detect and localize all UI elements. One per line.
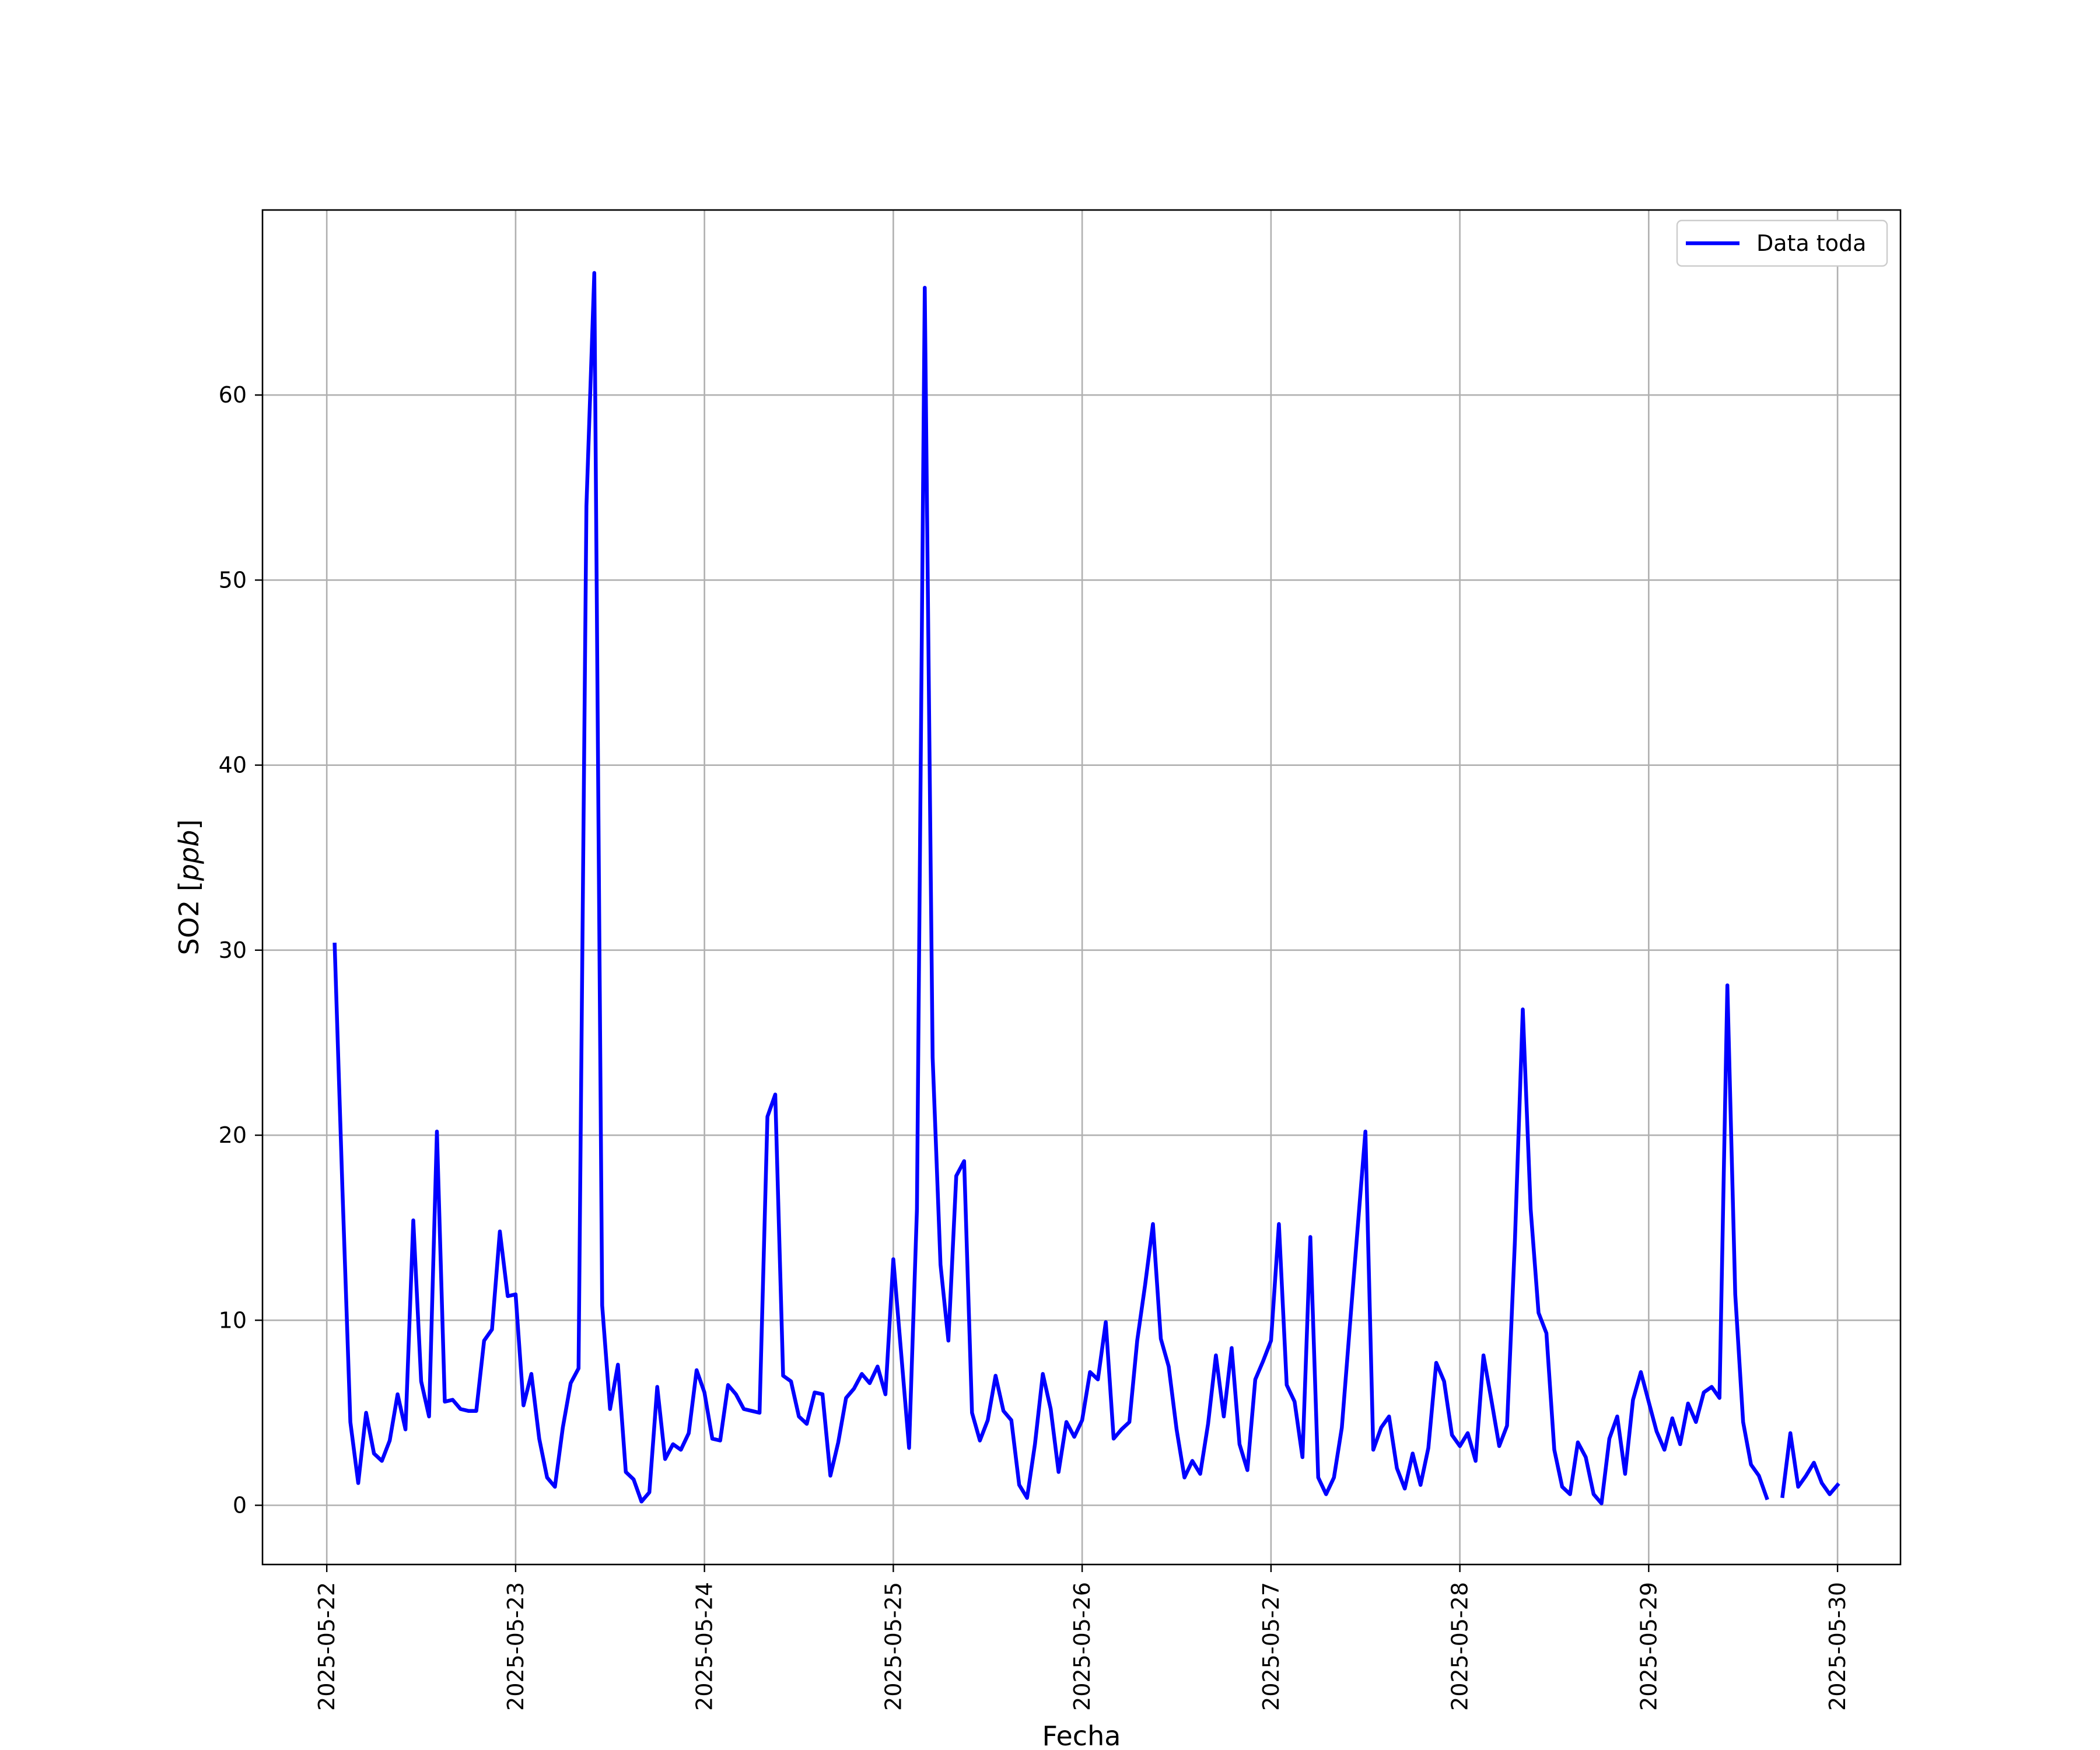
x-tick-label-8: 2025-05-30 xyxy=(1825,1582,1850,1711)
y-tick-label-3: 30 xyxy=(219,937,247,963)
y-tick-label-1: 10 xyxy=(219,1307,247,1333)
x-axis-ticks: 2025-05-22 2025-05-23 2025-05-24 2025-05-25… xyxy=(314,1564,1850,1711)
y-axis-title-text: SO2 [ xyxy=(173,881,205,955)
y-tick-label-4: 40 xyxy=(219,752,247,778)
y-tick-label-2: 20 xyxy=(219,1122,247,1148)
y-tick-label-5: 50 xyxy=(219,567,247,593)
y-tick-label-0: 0 xyxy=(233,1492,247,1518)
y-axis-title-unit: ppb xyxy=(173,830,205,882)
y-tick-label-6: 60 xyxy=(219,382,247,408)
x-tick-label-3: 2025-05-25 xyxy=(880,1582,906,1711)
series-line-0 xyxy=(332,271,1840,1506)
x-gridlines xyxy=(326,210,1839,1564)
x-tick-label-2: 2025-05-24 xyxy=(692,1582,718,1711)
legend: Data toda xyxy=(1676,219,1888,267)
x-tick-label-7: 2025-05-29 xyxy=(1636,1582,1661,1711)
series-layer xyxy=(332,271,1840,1506)
y-axis-ticks: 0 10 20 30 40 50 60 xyxy=(219,382,262,1518)
x-tick-label-1: 2025-05-23 xyxy=(503,1582,528,1711)
legend-label-data-toda: Data toda xyxy=(1756,230,1866,256)
y-gridlines xyxy=(262,394,1901,1506)
x-tick-label-0: 2025-05-22 xyxy=(314,1582,340,1711)
x-axis-title: Fecha xyxy=(1042,1720,1121,1750)
y-axis-title: SO2 [ppb] xyxy=(173,820,205,956)
x-tick-label-5: 2025-05-27 xyxy=(1258,1582,1284,1711)
y-axis-title-close: ] xyxy=(173,820,205,830)
legend-box xyxy=(1676,219,1888,267)
x-tick-label-6: 2025-05-28 xyxy=(1447,1582,1473,1711)
x-tick-label-4: 2025-05-26 xyxy=(1069,1582,1095,1711)
